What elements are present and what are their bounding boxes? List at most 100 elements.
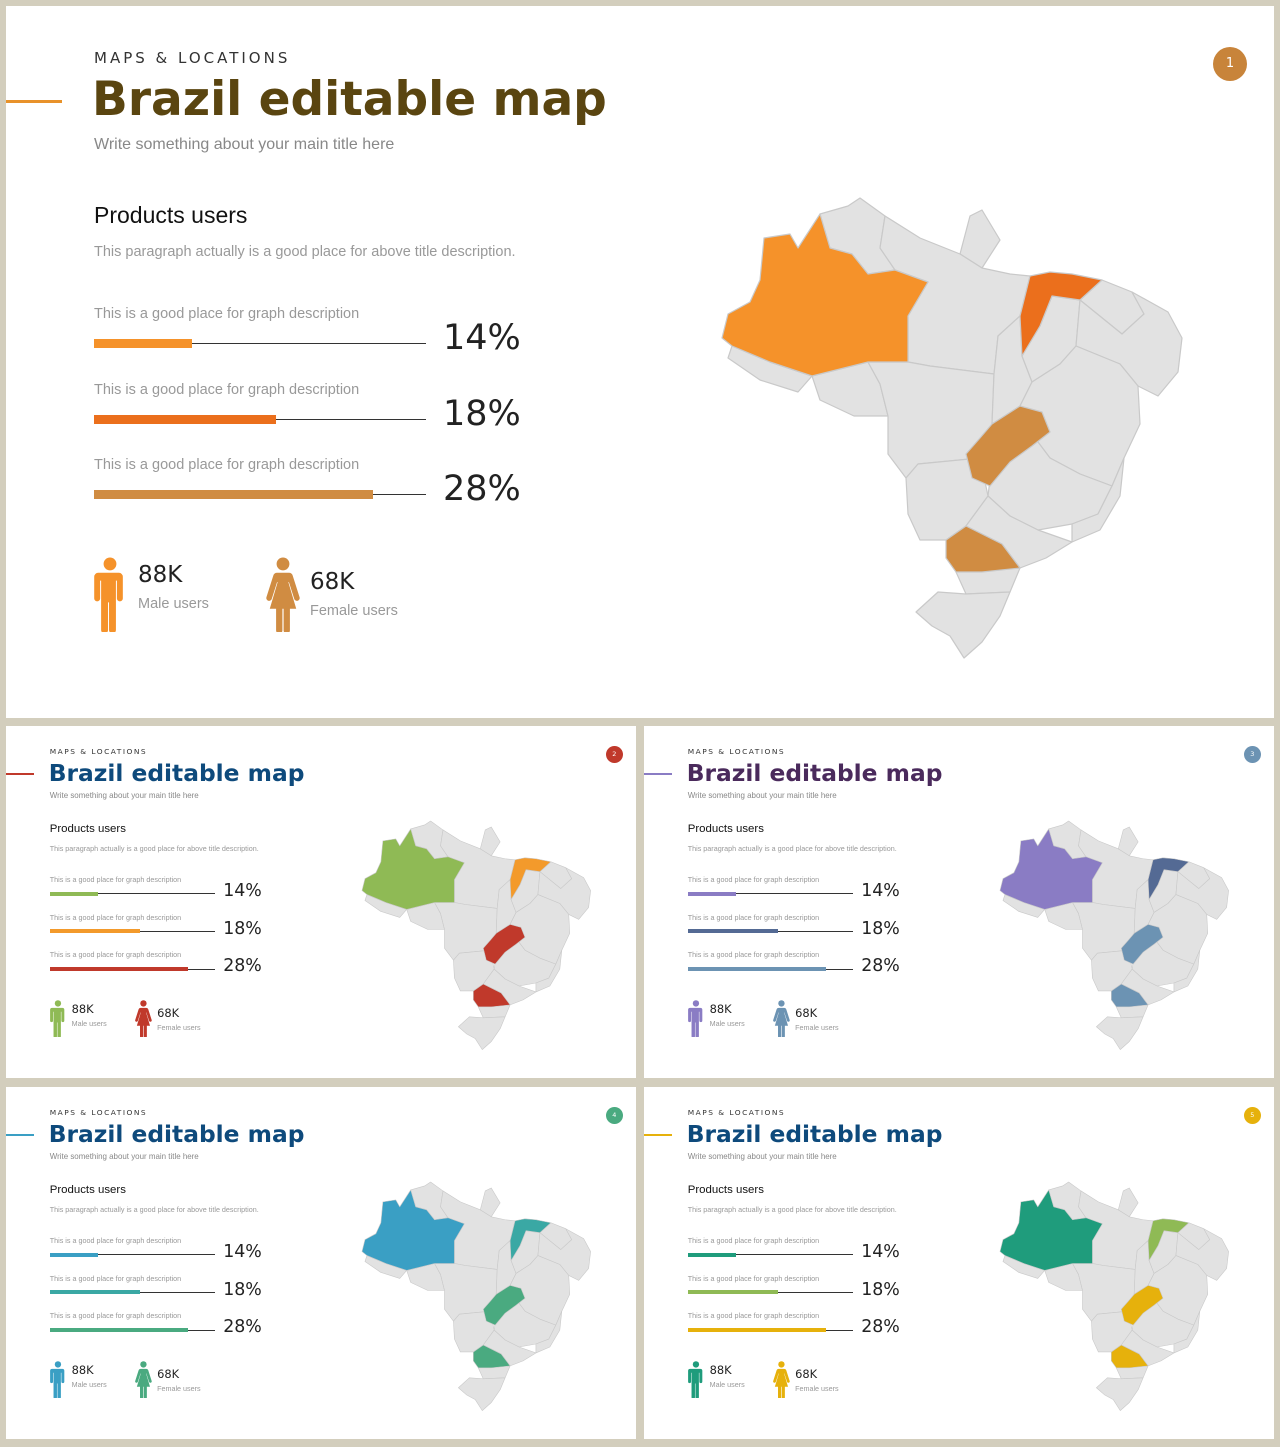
male-person-icon [94,557,123,632]
male-users-label: Male users [709,1019,745,1029]
map-base-regions [364,1182,591,1412]
bar-label: This is a good place for graph descripti… [49,950,182,960]
brazil-map [361,821,591,1051]
bar-percent: 28% [223,1317,262,1338]
map-region-rio-grande-do-sul [457,1016,506,1051]
map-base-regions [1002,821,1229,1051]
map-region-rio-grande-do-sul [1095,1377,1144,1412]
bar-track [49,893,215,895]
male-users-value: 88K [71,1363,94,1378]
bar-fill [94,490,373,499]
map-region-goias-highlighted [1120,924,1164,965]
bar-percent: 28% [861,956,900,977]
female-users-label: Female users [157,1022,201,1032]
slide-kicker: MAPS & LOCATIONS [49,1108,148,1118]
brazil-map [999,821,1229,1051]
accent-line [6,1133,34,1136]
bar-percent: 18% [861,918,900,939]
slide-subtitle: Write something about your main title he… [687,790,837,800]
bar-percent: 18% [223,918,262,939]
accent-line [644,1133,672,1136]
female-users-value: 68K [157,1366,180,1381]
map-region-amazonas-highlighted [999,829,1103,911]
map-region-amapa [1117,1188,1139,1218]
accent-line [6,772,34,775]
accent-line [6,100,62,103]
section-description: This paragraph actually is a good place … [49,844,259,854]
female-users-value: 68K [310,569,355,595]
slide-variant-2: MAPS & LOCATIONS Brazil editable map Wri… [6,726,636,1078]
brazil-map [361,1182,591,1412]
slide-variant-4: MAPS & LOCATIONS Brazil editable map Wri… [6,1087,636,1439]
bar-fill [94,414,276,424]
slide-subtitle: Write something about your main title he… [687,1151,837,1161]
male-person-icon [687,1000,703,1038]
bar-label: This is a good place for graph descripti… [687,875,820,885]
slide-title: Brazil editable map [48,758,305,787]
bar-label: This is a good place for graph descripti… [49,1236,182,1246]
map-region-espirito-santo-rio [535,1311,562,1354]
slide-title: Brazil editable map [92,72,607,127]
bar-fill [49,891,99,896]
male-users-value: 88K [71,1002,94,1017]
map-region-amapa [959,209,1001,269]
section-description: This paragraph actually is a good place … [94,244,516,260]
female-person-icon [773,1000,790,1038]
female-users-label: Female users [310,603,398,619]
bar-percent: 18% [223,1279,262,1300]
bar-fill [687,1252,737,1257]
slide-subtitle: Write something about your main title he… [94,136,395,153]
slide-kicker: MAPS & LOCATIONS [49,747,148,757]
female-person-icon [266,557,300,632]
map-region-amapa [479,1188,501,1218]
bar-label: This is a good place for graph descripti… [687,1236,820,1246]
map-region-parana-highlighted [472,984,511,1008]
bar-percent: 18% [443,393,521,434]
slide-kicker: MAPS & LOCATIONS [687,747,786,757]
accent-line [644,772,672,775]
male-person-icon [49,1000,65,1038]
bar-track [687,893,853,895]
male-users-label: Male users [71,1019,107,1029]
male-users-value: 88K [138,562,183,588]
female-users-value: 68K [795,1005,818,1020]
male-users-value: 88K [709,1363,732,1378]
bar-fill [49,1252,99,1257]
section-title: Products users [49,823,126,836]
male-users-label: Male users [71,1380,107,1390]
bar-percent: 28% [861,1317,900,1338]
bar-fill [687,1327,827,1333]
slide-number-badge: 2 [605,746,623,764]
slide-number-badge: 5 [1243,1107,1261,1125]
map-region-goias-highlighted [1120,1285,1164,1326]
slide-title: Brazil editable map [686,758,943,787]
female-users-label: Female users [795,1383,839,1393]
bar-track [94,343,426,344]
male-users-value: 88K [709,1002,732,1017]
map-region-espirito-santo-rio [1173,950,1200,993]
brazil-map [999,1182,1229,1412]
map-region-amapa [1117,827,1139,857]
female-users-value: 68K [795,1366,818,1381]
map-region-maranhao-highlighted [509,857,551,901]
map-region-goias-highlighted [482,1285,526,1326]
female-person-icon [773,1361,790,1399]
map-region-espirito-santo-rio [1173,1311,1200,1354]
bar-fill [687,966,827,972]
slide-subtitle: Write something about your main title he… [49,1151,199,1161]
map-region-rio-grande-do-sul [457,1377,506,1412]
bar-fill [94,339,192,348]
section-title: Products users [49,1184,126,1197]
female-users-label: Female users [795,1022,839,1032]
bar-fill [49,966,189,972]
map-base-regions [364,821,591,1051]
slide-number-badge: 3 [1243,746,1261,764]
map-region-goias-highlighted [482,924,526,965]
map-region-maranhao-highlighted [1147,1218,1189,1262]
bar-track [49,1254,215,1256]
bar-track [687,1254,853,1256]
map-region-amapa [479,827,501,857]
bar-label: This is a good place for graph descripti… [687,1311,820,1321]
male-person-icon [49,1361,65,1399]
bar-fill [49,1290,141,1295]
